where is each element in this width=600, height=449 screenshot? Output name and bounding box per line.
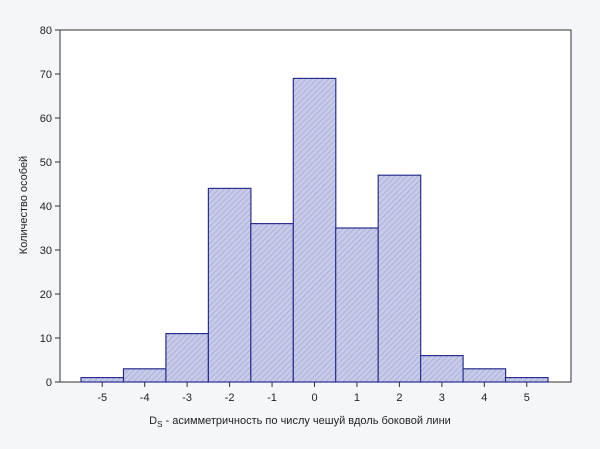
- x-tick-label: 2: [396, 392, 402, 404]
- x-tick-label: -3: [182, 392, 192, 404]
- bar--5: [80, 377, 125, 383]
- x-axis-label-subscript: S: [157, 420, 162, 429]
- bar-3: [420, 355, 464, 383]
- y-axis-ticks: 0 10 20 30 40 50 60 70 80: [40, 25, 60, 389]
- bar-4: [462, 368, 507, 383]
- y-tick-label: 20: [40, 289, 52, 301]
- x-axis-label-main: D: [149, 415, 157, 427]
- bar--1: [250, 223, 294, 383]
- y-tick-label: 50: [40, 157, 52, 169]
- x-tick-label: -5: [97, 392, 107, 404]
- x-tick-label: 5: [524, 392, 530, 404]
- y-tick-label: 40: [40, 201, 52, 213]
- bar--3: [165, 333, 209, 383]
- x-tick-label: -2: [225, 392, 235, 404]
- bar--4: [122, 368, 167, 383]
- x-tick-label: 3: [439, 392, 445, 404]
- bar-2: [377, 174, 422, 383]
- y-tick-label: 80: [40, 25, 52, 37]
- x-tick-label: 4: [481, 392, 487, 404]
- bar-1: [335, 227, 379, 383]
- x-axis-label-rest: - асимметричность по числу чешуй вдоль б…: [162, 415, 450, 427]
- y-tick-label: 10: [40, 333, 52, 345]
- x-tick-label: -4: [140, 392, 150, 404]
- bars: [80, 77, 549, 383]
- y-tick-label: 60: [40, 113, 52, 125]
- y-axis-label: Количество особей: [18, 156, 30, 254]
- bar-0: [292, 77, 337, 383]
- x-tick-label: 1: [354, 392, 360, 404]
- bar-5: [504, 377, 549, 383]
- x-axis-ticks: -5 -4 -3 -2 -1 0 1 2 3 4 5: [97, 382, 530, 404]
- bar--2: [207, 187, 252, 383]
- y-tick-label: 30: [40, 245, 52, 257]
- y-tick-label: 0: [46, 377, 52, 389]
- x-tick-label: -1: [267, 392, 277, 404]
- y-tick-label: 70: [40, 69, 52, 81]
- x-tick-label: 0: [311, 392, 317, 404]
- x-axis-label: DS - асимметричность по числу чешуй вдол…: [149, 415, 451, 429]
